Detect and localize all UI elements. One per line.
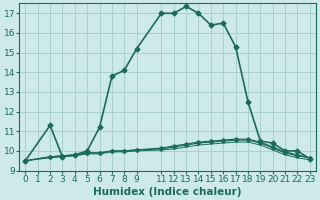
X-axis label: Humidex (Indice chaleur): Humidex (Indice chaleur) (93, 187, 242, 197)
